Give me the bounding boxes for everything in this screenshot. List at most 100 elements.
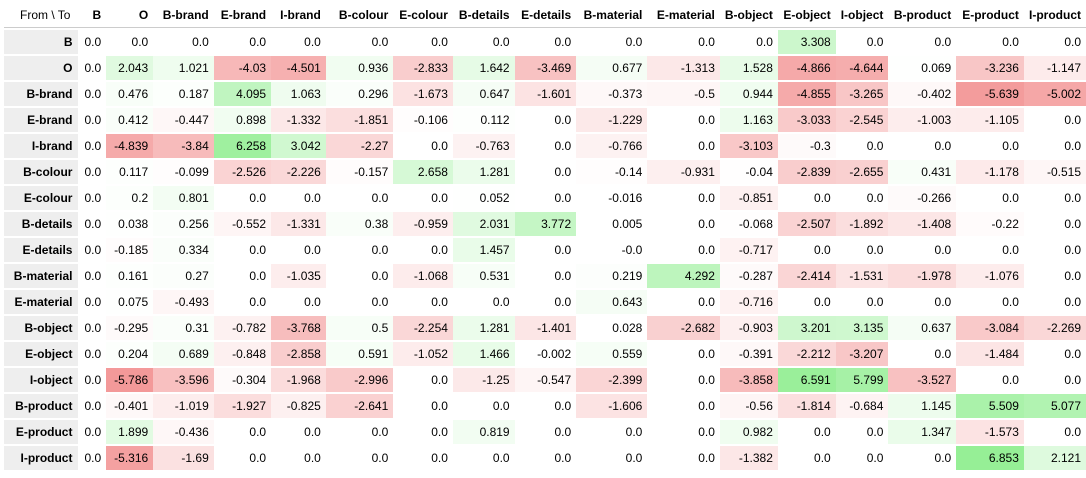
matrix-cell: -2.27 (325, 134, 394, 158)
matrix-cell: -1.382 (719, 446, 778, 470)
matrix-cell: 0.0 (84, 243, 102, 257)
matrix-cell: 0.677 (576, 56, 648, 80)
matrix-cell: 0.0 (492, 295, 510, 309)
matrix-cell: 1.145 (888, 394, 957, 418)
matrix-cell: -0.099 (153, 160, 214, 184)
table-row: I-brand 0.0 -4.839 -3.84 6.258 3.042 -2.27 0.0-… (4, 134, 1086, 158)
matrix-cell: 0.219 (576, 264, 648, 288)
matrix-cell: 0.0 (756, 35, 773, 49)
table-row: I-object 0.0 -5.786 -3.596 -0.304 -1.968 -2.99… (4, 368, 1086, 392)
table-row: B-brand 0.0 0.476 0.187 4.095 1.063 0.296 -1.67… (4, 82, 1086, 106)
matrix-cell: 0.0 (814, 425, 831, 439)
matrix-cell: -0.0 (621, 243, 643, 257)
matrix-cell: 0.0 (934, 451, 952, 465)
matrix-cell: 0.0 (1064, 425, 1081, 439)
matrix-cell: 6.591 (777, 368, 836, 392)
table-row: B-object 0.0 -0.295 0.31 -0.782 -3.768 0.5 -2.2… (4, 316, 1086, 340)
matrix-cell: -1.573 (956, 420, 1024, 444)
matrix-cell: 0.0 (1064, 269, 1081, 283)
matrix-cell: -0.903 (719, 316, 778, 340)
matrix-cell: -0.848 (213, 342, 272, 366)
row-header-e-details: E-details (4, 238, 79, 262)
matrix-cell: -3.265 (835, 82, 889, 106)
row-header-b-product: B-product (4, 394, 79, 418)
matrix-cell: 0.0 (304, 35, 321, 49)
table-row: I-product 0.0 -5.316 -1.69 0.0 0.0 0.0 0.0 0.0 0.… (4, 446, 1086, 470)
matrix-cell: 0.0 (698, 295, 715, 309)
matrix-cell: 0.0 (698, 191, 715, 205)
matrix-cell: -0.766 (576, 134, 648, 158)
matrix-cell: -3.207 (835, 342, 889, 366)
matrix-cell: -1.332 (271, 108, 326, 132)
matrix-cell: 1.063 (271, 82, 326, 106)
table-row: E-colour 0.0 0.2 0.801 0.0 0.0 0.0 0.0 0.052 0.0-… (4, 186, 1086, 210)
matrix-cell: 0.0 (131, 35, 149, 49)
table-row: E-product 0.0 1.899 -0.436 0.0 0.0 0.0 0.0 0.819… (4, 420, 1086, 444)
matrix-cell: -3.84 (153, 134, 214, 158)
column-header-b-material: B-material (576, 3, 648, 28)
matrix-cell: 1.642 (452, 56, 515, 80)
matrix-cell: 0.0 (1064, 243, 1081, 257)
matrix-cell: 0.944 (719, 82, 778, 106)
matrix-cell: 0.0 (84, 373, 102, 387)
matrix-cell: 0.0 (625, 451, 643, 465)
matrix-cell: -3.084 (956, 316, 1024, 340)
table-row: E-material 0.0 0.075 -0.493 0.0 0.0 0.0 0.0 0.0 0… (4, 290, 1086, 314)
matrix-cell: 0.0 (304, 451, 321, 465)
matrix-cell: 0.0 (84, 139, 102, 153)
matrix-cell: -0.717 (719, 238, 778, 262)
column-header-i-object: I-object (835, 3, 889, 28)
row-header-e-object: E-object (4, 342, 79, 366)
matrix-cell: 0.0 (371, 35, 389, 49)
matrix-cell: -3.103 (719, 134, 778, 158)
matrix-cell: -0.684 (835, 394, 889, 418)
matrix-cell: -1.052 (393, 342, 453, 366)
matrix-cell: -2.526 (213, 160, 272, 184)
matrix-cell: -0.825 (271, 394, 326, 418)
matrix-cell: 0.0 (554, 191, 572, 205)
matrix-cell: 0.0 (698, 399, 715, 413)
column-header-b-colour: B-colour (325, 3, 394, 28)
matrix-cell: -5.639 (956, 82, 1024, 106)
matrix-cell: 4.292 (647, 264, 720, 288)
matrix-cell: 1.466 (452, 342, 515, 366)
matrix-cell: -0.016 (576, 186, 648, 210)
row-header-i-brand: I-brand (4, 134, 79, 158)
matrix-cell: -2.507 (777, 212, 836, 236)
matrix-cell: -0.3 (777, 134, 836, 158)
matrix-cell: 0.0 (934, 139, 952, 153)
matrix-cell: 0.0 (249, 295, 267, 309)
matrix-cell: 0.2 (106, 186, 154, 210)
matrix-cell: 0.069 (888, 56, 957, 80)
matrix-cell: 0.0 (866, 295, 884, 309)
matrix-cell: -0.56 (719, 394, 778, 418)
matrix-cell: 0.647 (452, 82, 515, 106)
matrix-cell: 0.161 (106, 264, 154, 288)
matrix-cell: 0.898 (213, 108, 272, 132)
matrix-cell: 0.0 (371, 425, 389, 439)
matrix-cell: 2.043 (106, 56, 154, 80)
matrix-cell: 0.38 (325, 212, 394, 236)
matrix-cell: -3.527 (888, 368, 957, 392)
matrix-cell: -5.786 (106, 368, 154, 392)
matrix-cell: 0.936 (325, 56, 394, 80)
matrix-cell: 6.258 (213, 134, 272, 158)
matrix-cell: 0.0 (1002, 373, 1019, 387)
matrix-cell: 0.0 (1064, 217, 1081, 231)
matrix-cell: 0.0 (304, 191, 321, 205)
matrix-cell: 0.0 (698, 217, 715, 231)
matrix-cell: -4.839 (106, 134, 154, 158)
matrix-cell: 0.0 (554, 269, 572, 283)
matrix-cell: -4.501 (271, 56, 326, 80)
matrix-cell: -1.851 (325, 108, 394, 132)
matrix-cell: 0.0 (84, 269, 102, 283)
matrix-cell: -5.002 (1023, 82, 1086, 106)
matrix-cell: 0.0 (934, 243, 952, 257)
column-header-e-object: E-object (777, 3, 836, 28)
matrix-cell: -0.931 (647, 160, 720, 184)
matrix-cell: -3.469 (514, 56, 577, 80)
matrix-cell: 0.0 (1064, 139, 1081, 153)
matrix-cell: -0.185 (106, 238, 154, 262)
matrix-cell: -1.25 (452, 368, 515, 392)
matrix-cell: -0.763 (452, 134, 515, 158)
